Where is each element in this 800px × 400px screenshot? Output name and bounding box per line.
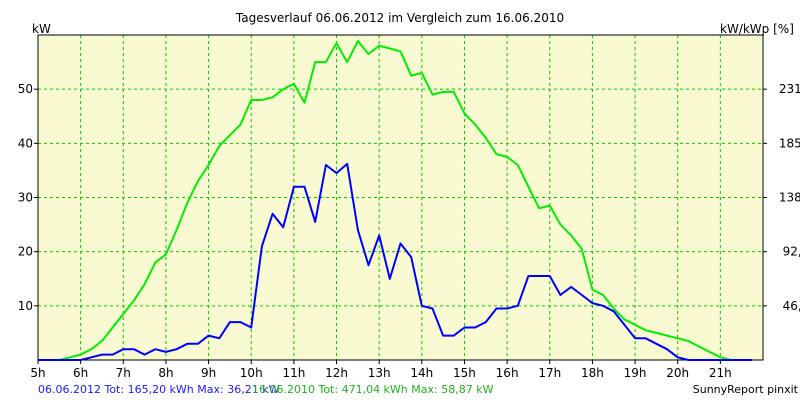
x-tick-label: 9h bbox=[201, 366, 216, 380]
x-tick-label: 7h bbox=[116, 366, 131, 380]
footer-legend-2010: 16.06.2010 Tot: 471,04 kWh Max: 58,87 kW bbox=[252, 383, 494, 396]
y-tick-label: 30 bbox=[18, 191, 33, 205]
y-right-tick-label: 46,3 bbox=[783, 299, 800, 313]
y-axis-ticks: 10 20 30 40 50 bbox=[18, 82, 38, 313]
x-tick-label: 11h bbox=[282, 366, 305, 380]
y-axis-right-label: kW/kWp [%] bbox=[720, 22, 794, 36]
x-axis-ticks: 5h 6h 7h 8h 9h 10h 11h 12h 13h 14h 15h 16h 17h 18h 19h… bbox=[30, 360, 732, 380]
x-tick-label: 13h bbox=[368, 366, 391, 380]
x-tick-label: 15h bbox=[453, 366, 476, 380]
y-tick-label: 40 bbox=[18, 136, 33, 150]
x-tick-label: 21h bbox=[709, 366, 732, 380]
series-line-2010 bbox=[38, 40, 753, 361]
x-tick-label: 12h bbox=[325, 366, 348, 380]
y-axis-right-ticks: 46,3 92,6 138,9 185,2 231,5 bbox=[763, 82, 800, 313]
y-right-tick-label: 138,9 bbox=[779, 191, 800, 205]
y-tick-label: 10 bbox=[18, 299, 33, 313]
y-right-tick-label: 231,5 bbox=[779, 82, 800, 96]
x-tick-label: 14h bbox=[410, 366, 433, 380]
footer-credit: SunnyReport pinxit bbox=[693, 383, 799, 396]
y-tick-label: 20 bbox=[18, 245, 33, 259]
x-tick-label: 10h bbox=[240, 366, 263, 380]
y-axis-label: kW bbox=[32, 22, 51, 36]
x-tick-label: 6h bbox=[73, 366, 88, 380]
grid-lines bbox=[38, 35, 763, 360]
x-tick-label: 18h bbox=[581, 366, 604, 380]
x-tick-label: 17h bbox=[538, 366, 561, 380]
x-tick-label: 5h bbox=[30, 366, 45, 380]
y-tick-label: 50 bbox=[18, 82, 33, 96]
y-right-tick-label: 92,6 bbox=[783, 245, 800, 259]
footer-legend-2012: 06.06.2012 Tot: 165,20 kWh Max: 36,21 kW bbox=[38, 383, 280, 396]
y-right-tick-label: 185,2 bbox=[779, 136, 800, 150]
x-tick-label: 16h bbox=[496, 366, 519, 380]
chart-title: Tagesverlauf 06.06.2012 im Vergleich zum… bbox=[235, 11, 564, 25]
x-tick-label: 8h bbox=[158, 366, 173, 380]
x-tick-label: 20h bbox=[666, 366, 689, 380]
data-series bbox=[38, 40, 753, 361]
x-tick-label: 19h bbox=[624, 366, 647, 380]
series-line-2012 bbox=[38, 162, 753, 361]
